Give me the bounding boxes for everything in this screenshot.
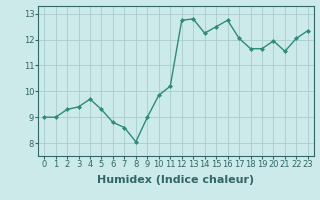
X-axis label: Humidex (Indice chaleur): Humidex (Indice chaleur) [97,175,255,185]
